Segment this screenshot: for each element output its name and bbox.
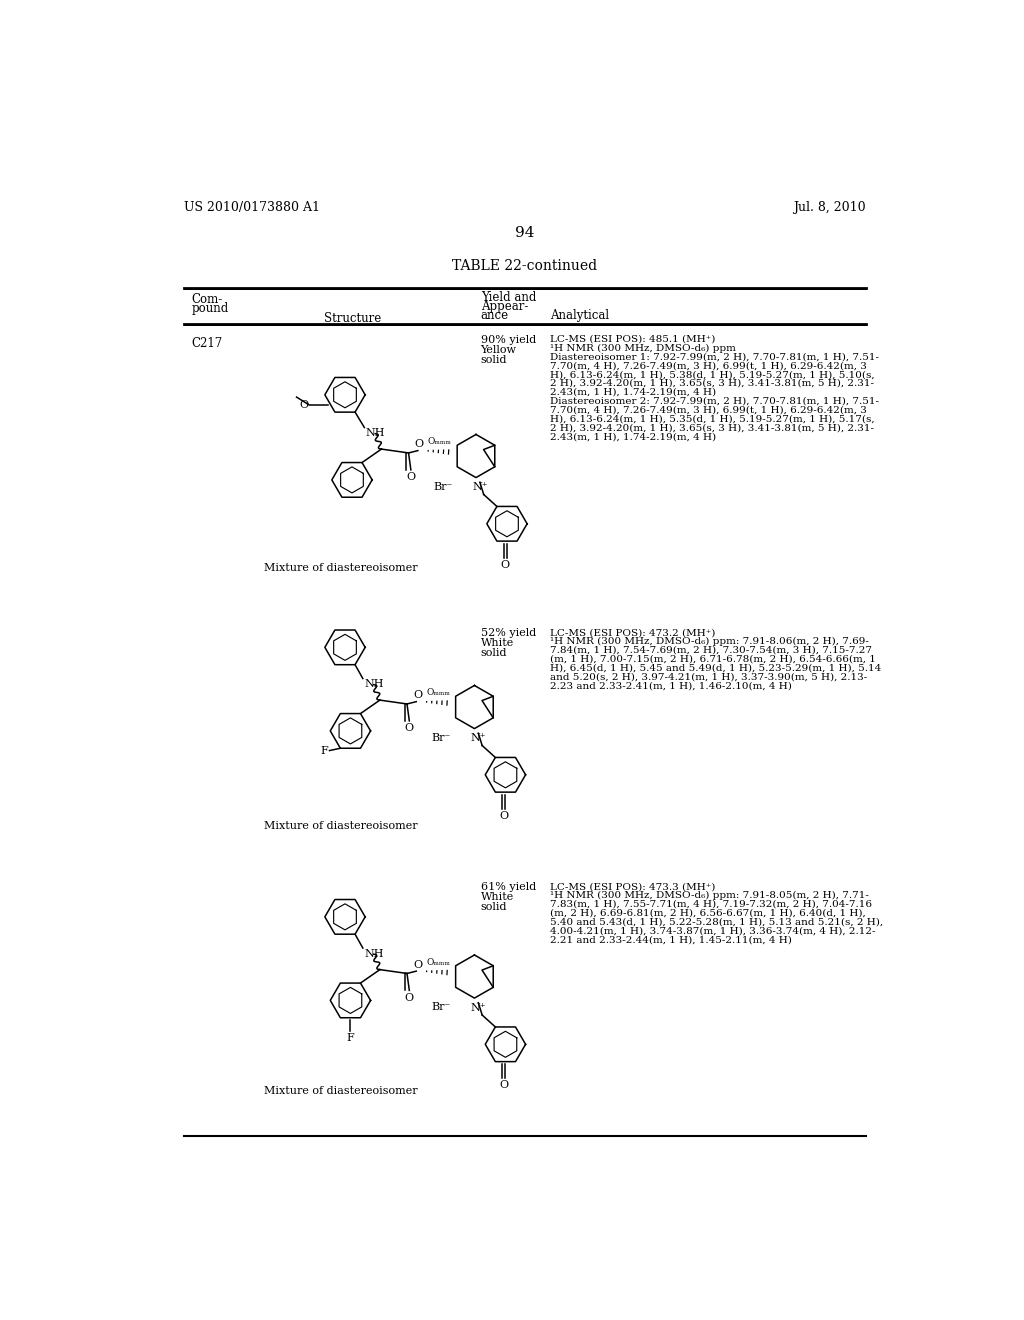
Text: Diastereoisomer 1: 7.92-7.99(m, 2 H), 7.70-7.81(m, 1 H), 7.51-: Diastereoisomer 1: 7.92-7.99(m, 2 H), 7.…: [550, 352, 880, 362]
Text: Appear-: Appear-: [480, 300, 528, 313]
Text: LC-MS (ESI POS): 473.2 (MH⁺): LC-MS (ESI POS): 473.2 (MH⁺): [550, 628, 716, 638]
Text: F: F: [321, 746, 328, 755]
Text: 90% yield: 90% yield: [480, 335, 536, 345]
Text: solid: solid: [480, 648, 507, 659]
Text: 61% yield: 61% yield: [480, 882, 536, 892]
Text: O: O: [501, 560, 510, 570]
Text: H), 6.13-6.24(m, 1 H), 5.38(d, 1 H), 5.19-5.27(m, 1 H), 5.10(s,: H), 6.13-6.24(m, 1 H), 5.38(d, 1 H), 5.1…: [550, 370, 874, 379]
Text: C217: C217: [191, 337, 223, 350]
Text: US 2010/0173880 A1: US 2010/0173880 A1: [183, 201, 319, 214]
Text: Yellow: Yellow: [480, 345, 517, 355]
Text: Mixture of diastereoisomer: Mixture of diastereoisomer: [263, 1086, 417, 1096]
Text: O: O: [414, 960, 423, 970]
Text: F: F: [346, 1032, 354, 1043]
Text: NH: NH: [366, 428, 385, 438]
Text: ¹H NMR (300 MHz, DMSO-d₆) ppm: 7.91-8.06(m, 2 H), 7.69-: ¹H NMR (300 MHz, DMSO-d₆) ppm: 7.91-8.06…: [550, 638, 869, 645]
Text: White: White: [480, 638, 514, 648]
Text: Br⁻: Br⁻: [433, 482, 453, 492]
Text: NH: NH: [365, 949, 384, 958]
Text: N⁺: N⁺: [472, 482, 487, 492]
Text: O: O: [500, 810, 509, 821]
Text: 4.00-4.21(m, 1 H), 3.74-3.87(m, 1 H), 3.36-3.74(m, 4 H), 2.12-: 4.00-4.21(m, 1 H), 3.74-3.87(m, 1 H), 3.…: [550, 927, 876, 936]
Text: O: O: [404, 723, 414, 733]
Text: (m, 2 H), 6.69-6.81(m, 2 H), 6.56-6.67(m, 1 H), 6.40(d, 1 H),: (m, 2 H), 6.69-6.81(m, 2 H), 6.56-6.67(m…: [550, 908, 866, 917]
Text: H), 6.45(d, 1 H), 5.45 and 5.49(d, 1 H), 5.23-5.29(m, 1 H), 5.14: H), 6.45(d, 1 H), 5.45 and 5.49(d, 1 H),…: [550, 664, 882, 672]
Text: (m, 1 H), 7.00-7.15(m, 2 H), 6.71-6.78(m, 2 H), 6.54-6.66(m, 1: (m, 1 H), 7.00-7.15(m, 2 H), 6.71-6.78(m…: [550, 655, 877, 664]
Text: 2.43(m, 1 H), 1.74-2.19(m, 4 H): 2.43(m, 1 H), 1.74-2.19(m, 4 H): [550, 432, 717, 441]
Text: Mixture of diastereoisomer: Mixture of diastereoisomer: [263, 562, 417, 573]
Text: 2 H), 3.92-4.20(m, 1 H), 3.65(s, 3 H), 3.41-3.81(m, 5 H), 2.31-: 2 H), 3.92-4.20(m, 1 H), 3.65(s, 3 H), 3…: [550, 424, 874, 432]
Text: Com-: Com-: [191, 293, 223, 306]
Text: ance: ance: [480, 309, 509, 322]
Text: TABLE 22-continued: TABLE 22-continued: [453, 259, 597, 272]
Text: 2.21 and 2.33-2.44(m, 1 H), 1.45-2.11(m, 4 H): 2.21 and 2.33-2.44(m, 1 H), 1.45-2.11(m,…: [550, 936, 793, 944]
Text: pound: pound: [191, 302, 228, 315]
Text: Oₘₘₘ: Oₘₘₘ: [428, 437, 452, 446]
Text: N⁺: N⁺: [471, 1003, 486, 1012]
Text: 7.70(m, 4 H), 7.26-7.49(m, 3 H), 6.99(t, 1 H), 6.29-6.42(m, 3: 7.70(m, 4 H), 7.26-7.49(m, 3 H), 6.99(t,…: [550, 362, 867, 371]
Text: White: White: [480, 892, 514, 902]
Text: Diastereoisomer 2: 7.92-7.99(m, 2 H), 7.70-7.81(m, 1 H), 7.51-: Diastereoisomer 2: 7.92-7.99(m, 2 H), 7.…: [550, 397, 880, 405]
Text: Structure: Structure: [325, 312, 381, 325]
Text: 2.43(m, 1 H), 1.74-2.19(m, 4 H): 2.43(m, 1 H), 1.74-2.19(m, 4 H): [550, 388, 717, 397]
Text: Oₘₘₘ: Oₘₘₘ: [426, 688, 451, 697]
Text: Yield and: Yield and: [480, 290, 536, 304]
Text: 94: 94: [515, 226, 535, 240]
Text: 7.83(m, 1 H), 7.55-7.71(m, 4 H), 7.19-7.32(m, 2 H), 7.04-7.16: 7.83(m, 1 H), 7.55-7.71(m, 4 H), 7.19-7.…: [550, 900, 872, 909]
Text: Analytical: Analytical: [550, 309, 609, 322]
Text: 5.40 and 5.43(d, 1 H), 5.22-5.28(m, 1 H), 5.13 and 5.21(s, 2 H),: 5.40 and 5.43(d, 1 H), 5.22-5.28(m, 1 H)…: [550, 917, 884, 927]
Text: 7.70(m, 4 H), 7.26-7.49(m, 3 H), 6.99(t, 1 H), 6.29-6.42(m, 3: 7.70(m, 4 H), 7.26-7.49(m, 3 H), 6.99(t,…: [550, 405, 867, 414]
Text: O: O: [407, 473, 416, 482]
Text: H), 6.13-6.24(m, 1 H), 5.35(d, 1 H), 5.19-5.27(m, 1 H), 5.17(s,: H), 6.13-6.24(m, 1 H), 5.35(d, 1 H), 5.1…: [550, 414, 874, 424]
Text: Br⁻: Br⁻: [432, 733, 452, 743]
Text: Br⁻: Br⁻: [432, 1002, 452, 1012]
Text: O: O: [404, 993, 414, 1003]
Text: NH: NH: [365, 680, 384, 689]
Text: ¹H NMR (300 MHz, DMSO-d₆) ppm: ¹H NMR (300 MHz, DMSO-d₆) ppm: [550, 343, 736, 352]
Text: and 5.20(s, 2 H), 3.97-4.21(m, 1 H), 3.37-3.90(m, 5 H), 2.13-: and 5.20(s, 2 H), 3.97-4.21(m, 1 H), 3.3…: [550, 672, 867, 681]
Text: Oₘₘₘ: Oₘₘₘ: [426, 957, 451, 966]
Text: ¹H NMR (300 MHz, DMSO-d₆) ppm: 7.91-8.05(m, 2 H), 7.71-: ¹H NMR (300 MHz, DMSO-d₆) ppm: 7.91-8.05…: [550, 891, 869, 900]
Text: 2 H), 3.92-4.20(m, 1 H), 3.65(s, 3 H), 3.41-3.81(m, 5 H), 2.31-: 2 H), 3.92-4.20(m, 1 H), 3.65(s, 3 H), 3…: [550, 379, 874, 388]
Text: LC-MS (ESI POS): 485.1 (MH⁺): LC-MS (ESI POS): 485.1 (MH⁺): [550, 335, 716, 343]
Text: 52% yield: 52% yield: [480, 628, 536, 638]
Text: solid: solid: [480, 355, 507, 364]
Text: 7.84(m, 1 H), 7.54-7.69(m, 2 H), 7.30-7.54(m, 3 H), 7.15-7.27: 7.84(m, 1 H), 7.54-7.69(m, 2 H), 7.30-7.…: [550, 645, 872, 655]
Text: N⁺: N⁺: [471, 733, 486, 743]
Text: 2.23 and 2.33-2.41(m, 1 H), 1.46-2.10(m, 4 H): 2.23 and 2.33-2.41(m, 1 H), 1.46-2.10(m,…: [550, 681, 793, 690]
Text: O: O: [300, 400, 309, 409]
Text: O: O: [415, 440, 424, 449]
Text: O: O: [414, 690, 423, 700]
Text: Mixture of diastereoisomer: Mixture of diastereoisomer: [263, 821, 417, 830]
Text: Jul. 8, 2010: Jul. 8, 2010: [794, 201, 866, 214]
Text: LC-MS (ESI POS): 473.3 (MH⁺): LC-MS (ESI POS): 473.3 (MH⁺): [550, 882, 716, 891]
Text: O: O: [500, 1081, 509, 1090]
Text: solid: solid: [480, 903, 507, 912]
